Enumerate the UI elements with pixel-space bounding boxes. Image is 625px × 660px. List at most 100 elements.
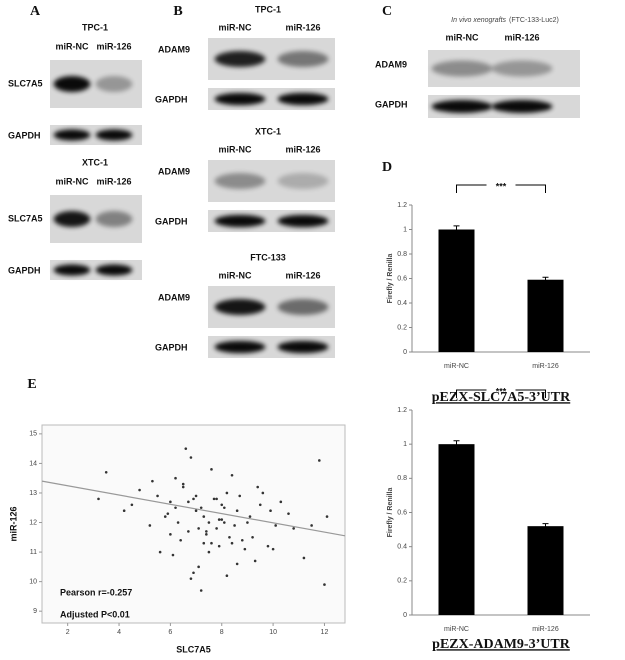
lane-label: miR-NC: [219, 270, 252, 280]
y-tick-label: 0: [403, 349, 407, 356]
point: [251, 535, 254, 539]
point: [138, 488, 141, 492]
point: [310, 524, 313, 527]
x-tick-label: 2: [66, 629, 70, 636]
point: [151, 479, 154, 483]
point: [279, 500, 283, 504]
point: [205, 533, 208, 536]
point: [130, 503, 134, 507]
cell-line: TPC-1: [82, 22, 108, 32]
blot-band: [277, 51, 329, 67]
point: [230, 473, 234, 477]
y-tick-label: 10: [29, 578, 37, 585]
y-tick-label: 11: [30, 549, 37, 556]
y-tick-label: 0: [403, 612, 407, 619]
point: [220, 503, 224, 507]
point: [189, 456, 193, 459]
y-tick-label: 0.6: [397, 275, 407, 282]
point: [169, 500, 172, 504]
y-axis-label: miR-126: [8, 506, 18, 541]
point: [253, 559, 257, 563]
lane-label: miR-126: [96, 176, 131, 186]
y-tick-label: 0.6: [397, 509, 407, 516]
blot-band: [53, 211, 91, 227]
y-tick-label: 1: [403, 441, 407, 448]
point: [246, 521, 249, 524]
row-label: SLC7A5: [8, 213, 43, 223]
point: [269, 509, 272, 513]
y-axis-label: Firefly / Renilla: [387, 253, 394, 303]
lane-label: miR-NC: [219, 22, 252, 32]
point: [166, 512, 170, 515]
significance-bracket: [456, 184, 546, 193]
point: [174, 476, 177, 480]
panel-label: D: [382, 160, 392, 175]
point: [202, 515, 206, 518]
point: [233, 524, 236, 527]
blot-band: [277, 299, 329, 315]
point: [171, 553, 175, 557]
point: [156, 494, 159, 498]
point: [179, 538, 182, 542]
point: [189, 577, 193, 580]
point: [217, 544, 221, 548]
y-tick-label: 0.2: [397, 324, 407, 331]
panel-label: E: [27, 377, 36, 392]
y-tick-label: 1.2: [397, 202, 407, 209]
row-label: GAPDH: [155, 342, 188, 352]
x-tick-label: 10: [269, 629, 277, 636]
point: [194, 509, 198, 513]
trend-line: [41, 480, 346, 537]
row-label: GAPDH: [8, 130, 41, 140]
cell-line: TPC-1: [255, 4, 281, 14]
lane-label: miR-126: [96, 41, 131, 51]
title-rest: (FTC-133-Luc2): [509, 17, 559, 24]
cell-line: FTC-133: [250, 252, 286, 262]
blot-band: [277, 173, 329, 189]
x-axis-label: SLC7A5: [176, 644, 211, 654]
y-axis-label: Firefly / Renilla: [387, 487, 394, 537]
blot-band: [95, 264, 133, 276]
y-tick-label: 1: [403, 226, 407, 233]
y-tick-label: 15: [29, 431, 37, 438]
cell-line: XTC-1: [82, 157, 108, 167]
point: [205, 530, 208, 533]
point: [187, 530, 190, 533]
blot-band: [214, 92, 266, 106]
point: [271, 547, 275, 551]
point: [215, 527, 218, 530]
point: [230, 541, 234, 545]
point: [266, 544, 270, 548]
point: [176, 521, 180, 524]
point: [235, 562, 239, 566]
error-bar: [542, 276, 549, 283]
lane-label: miR-126: [285, 270, 320, 280]
point: [207, 550, 211, 554]
blot-band: [95, 76, 133, 92]
annotation: Pearson r=-0.257: [60, 587, 132, 597]
blot-band: [53, 264, 91, 276]
point: [199, 506, 203, 510]
point: [194, 494, 198, 498]
point: [210, 468, 213, 471]
blot-band: [53, 129, 91, 141]
row-label: ADAM9: [158, 292, 190, 302]
annotation: Adjusted P<0.01: [60, 609, 130, 619]
blot-band: [214, 340, 266, 354]
x-tick-label: 8: [220, 629, 224, 636]
point: [292, 527, 295, 530]
point: [197, 527, 200, 530]
point: [223, 506, 226, 510]
panel-label: A: [30, 4, 41, 19]
point: [181, 482, 185, 486]
significance: ***: [496, 386, 507, 396]
point: [97, 497, 100, 501]
point: [220, 518, 224, 521]
blot-band: [431, 60, 493, 77]
bar: [438, 229, 475, 352]
point: [256, 485, 259, 489]
point: [163, 515, 167, 518]
blot-band: [277, 214, 329, 228]
error-bar: [453, 225, 460, 234]
